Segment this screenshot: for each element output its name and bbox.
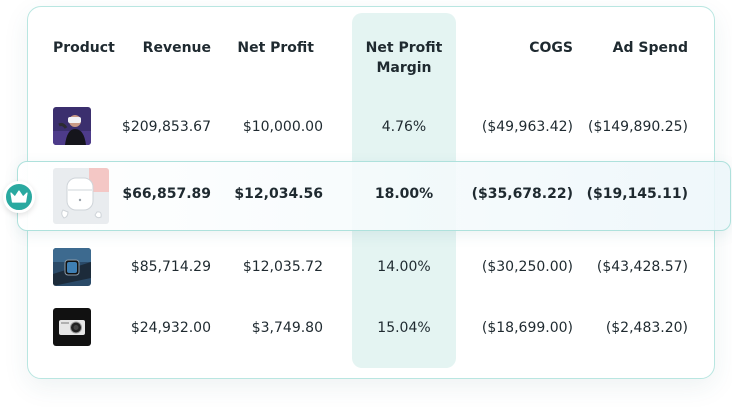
row2-margin: 18.00% xyxy=(374,186,434,202)
row4-net-profit: $3,749.80 xyxy=(251,320,323,336)
projector-product-image xyxy=(53,308,91,346)
row1-ad-spend: ($149,890.25) xyxy=(588,119,688,135)
row4-cogs: ($18,699.00) xyxy=(481,320,573,336)
row4-ad-spend: ($2,483.20) xyxy=(605,320,688,336)
smartwatch-product-image xyxy=(53,248,91,286)
vr-headset-product-image xyxy=(53,107,91,145)
header-ad-spend[interactable]: Ad Spend xyxy=(612,40,688,56)
header-cogs[interactable]: COGS xyxy=(529,40,573,56)
row2-ad-spend: ($19,145.11) xyxy=(586,186,688,202)
wireless-earbuds-product-image xyxy=(53,168,109,224)
row4-revenue: $24,932.00 xyxy=(130,320,211,336)
row2-net-profit: $12,034.56 xyxy=(234,186,323,202)
row3-cogs: ($30,250.00) xyxy=(481,259,573,275)
header-revenue[interactable]: Revenue xyxy=(142,40,211,56)
row1-net-profit: $10,000.00 xyxy=(242,119,323,135)
row3-margin: 14.00% xyxy=(377,259,431,275)
row3-ad-spend: ($43,428.57) xyxy=(596,259,688,275)
header-product[interactable]: Product xyxy=(53,40,115,56)
header-net-profit-margin-line2[interactable]: Margin xyxy=(376,60,432,76)
row3-revenue: $85,714.29 xyxy=(130,259,211,275)
header-net-profit[interactable]: Net Profit xyxy=(237,40,314,56)
featured-table-row[interactable] xyxy=(17,161,731,231)
header-net-profit-margin-line1[interactable]: Net Profit xyxy=(365,40,443,56)
row2-cogs: ($35,678.22) xyxy=(471,186,573,202)
row1-margin: 4.76% xyxy=(381,119,427,135)
row2-revenue: $66,857.89 xyxy=(122,186,211,202)
crown-icon xyxy=(3,181,35,213)
row1-cogs: ($49,963.42) xyxy=(481,119,573,135)
row1-revenue: $209,853.67 xyxy=(121,119,211,135)
row4-margin: 15.04% xyxy=(377,320,431,336)
row3-net-profit: $12,035.72 xyxy=(242,259,323,275)
